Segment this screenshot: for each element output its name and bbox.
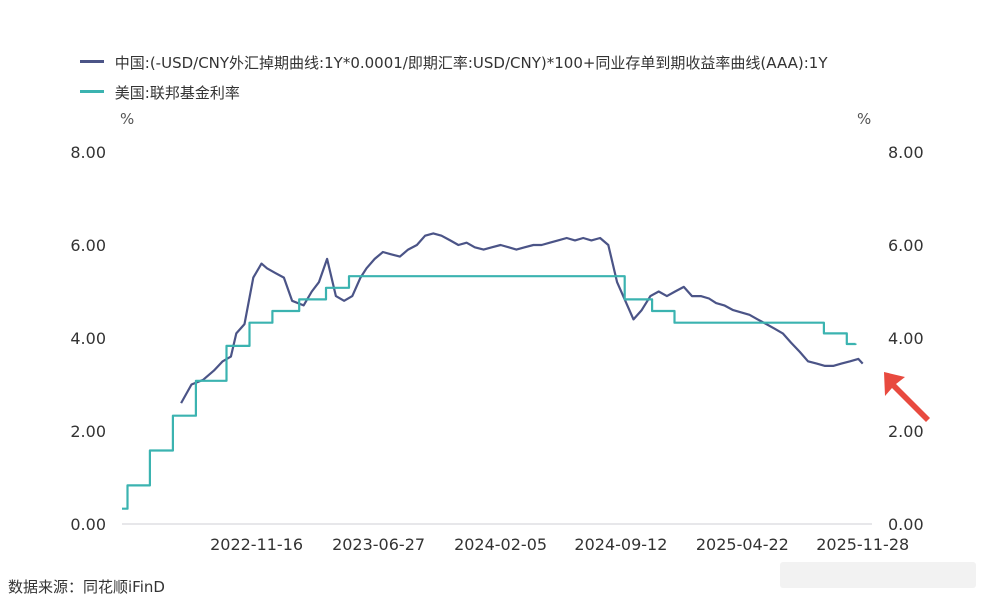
legend-item-china[interactable]: 中国:(-USD/CNY外汇掉期曲线:1Y*0.0001/即期汇率:USD/CN… [80,52,920,82]
y-tick-left-4: 8.00 [70,143,106,162]
y-tick-left-2: 4.00 [70,329,106,348]
x-tick-0: 2022-11-16 [210,535,303,554]
legend-swatch-china [80,60,104,63]
watermark [780,562,976,588]
legend-swatch-us [80,90,104,93]
y-tick-left-3: 6.00 [70,236,106,255]
legend-item-us[interactable]: 美国:联邦基金利率 [80,82,920,112]
y-axis-left: 0.00 2.00 4.00 6.00 8.00 [70,143,106,534]
series-line-0 [180,232,864,404]
legend-label-china: 中国:(-USD/CNY外汇掉期曲线:1Y*0.0001/即期汇率:USD/CN… [114,54,828,72]
y-tick-right-1: 2.00 [888,422,924,441]
right-axis-unit: % [857,110,872,128]
x-tick-2: 2024-02-05 [454,535,547,554]
y-tick-left-1: 2.00 [70,422,106,441]
left-axis-unit: % [120,110,135,128]
x-tick-4: 2025-04-22 [696,535,789,554]
legend-label-us: 美国:联邦基金利率 [114,84,240,102]
chart-legend: 中国:(-USD/CNY外汇掉期曲线:1Y*0.0001/即期汇率:USD/CN… [80,52,920,112]
y-axis-right: 0.00 2.00 4.00 6.00 8.00 [888,143,924,534]
x-tick-1: 2023-06-27 [332,535,425,554]
y-tick-left-0: 0.00 [70,515,106,534]
series-layer [122,232,864,510]
data-source-note: 数据来源：同花顺iFinD [8,578,165,596]
red-arrow-icon [884,372,930,422]
y-tick-right-4: 8.00 [888,143,924,162]
y-tick-right-3: 6.00 [888,236,924,255]
series-line-1 [122,275,857,510]
x-axis: 2022-11-16 2023-06-27 2024-02-05 2024-09-12… [210,535,909,554]
x-tick-5: 2025-11-28 [816,535,909,554]
x-tick-3: 2024-09-12 [574,535,667,554]
y-tick-right-2: 4.00 [888,329,924,348]
y-tick-right-0: 0.00 [888,515,924,534]
